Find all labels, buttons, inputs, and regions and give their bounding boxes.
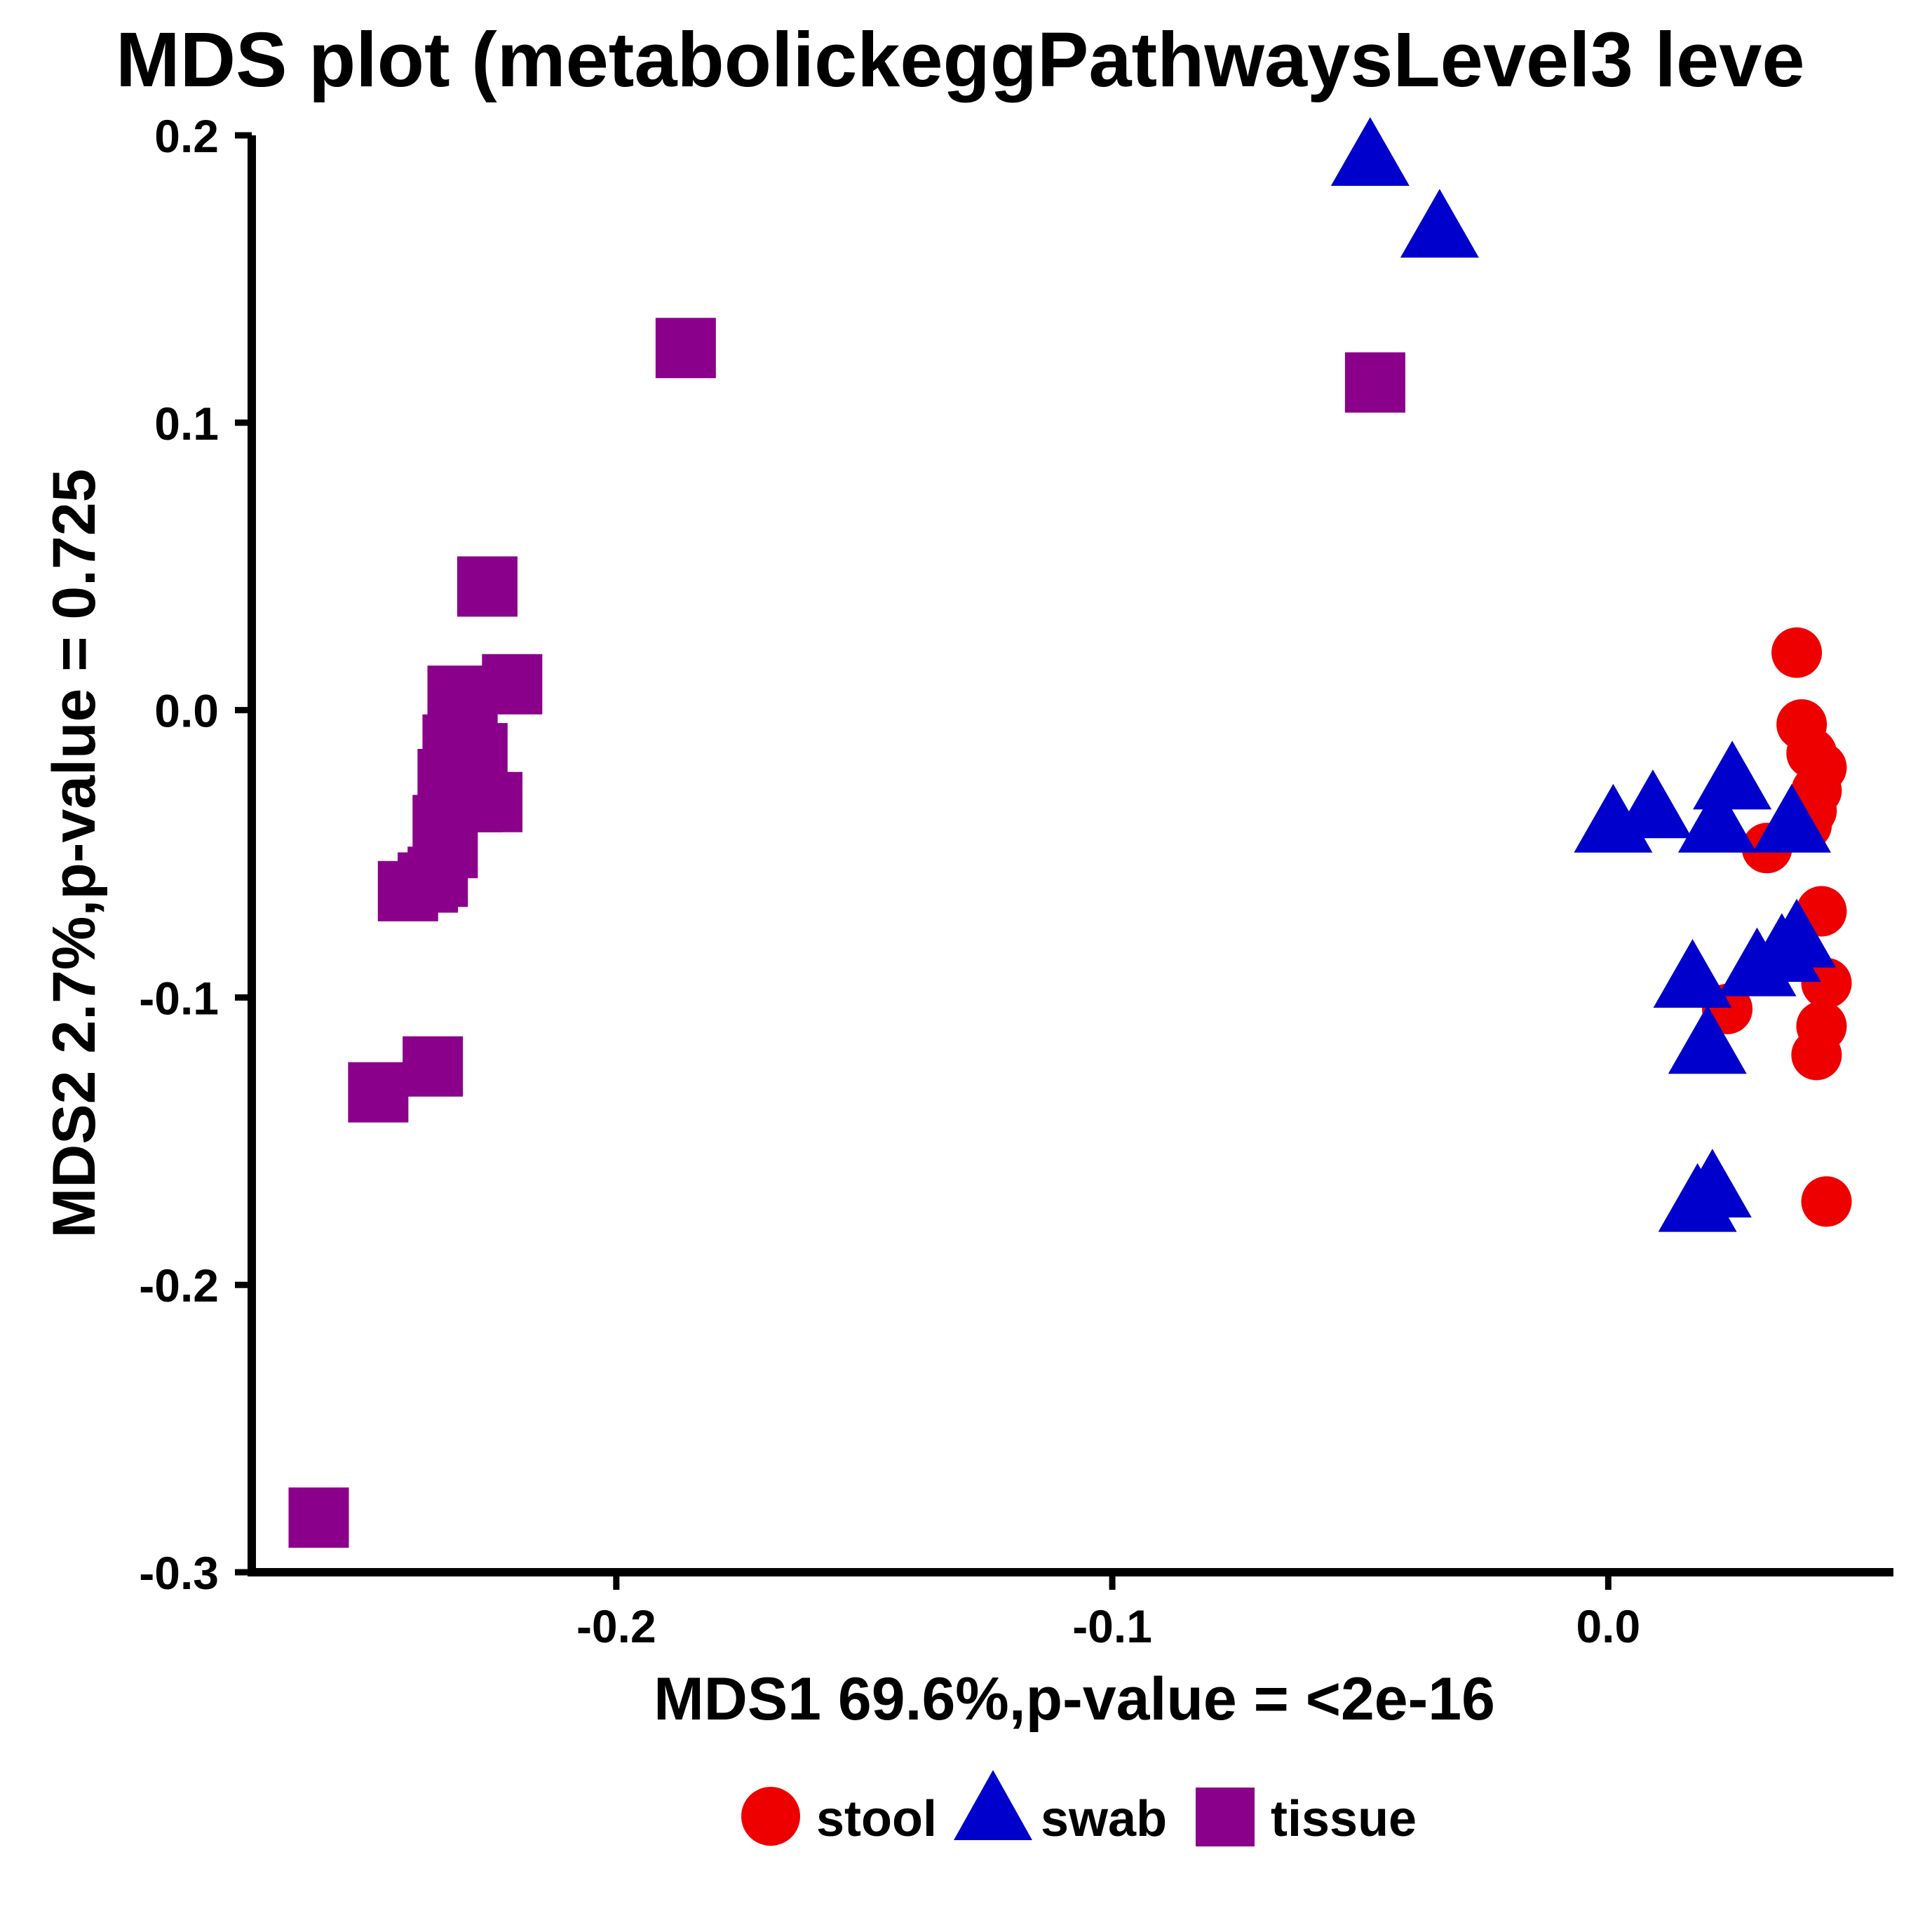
- point-stool: [1771, 627, 1823, 678]
- point-tissue: [457, 556, 518, 617]
- legend: stool swab tissue: [741, 1770, 1417, 1847]
- y-tick-label: -0.2: [139, 1259, 219, 1311]
- point-swab: [1613, 769, 1692, 839]
- legend-label-swab: swab: [1041, 1791, 1167, 1847]
- point-stool: [1801, 1176, 1852, 1227]
- y-tick-label: 0.2: [154, 110, 219, 162]
- point-stool: [1791, 1029, 1842, 1081]
- y-tick-label: 0.1: [154, 398, 219, 450]
- x-tick-label: 0.0: [1576, 1600, 1640, 1652]
- point-tissue: [348, 1062, 409, 1123]
- y-axis-ticks: -0.3 -0.2 -0.1 0.0 0.1 0.2: [139, 110, 252, 1599]
- point-swab: [1677, 783, 1757, 853]
- x-axis-title: MDS1 69.6%,p-value = <2e-16: [654, 1666, 1495, 1733]
- point-swab: [1330, 116, 1410, 186]
- point-tissue: [403, 1036, 464, 1097]
- point-swab: [1658, 1163, 1737, 1232]
- point-tissue: [288, 1487, 349, 1548]
- point-tissue: [1344, 352, 1405, 413]
- x-tick-label: -0.1: [1072, 1600, 1152, 1652]
- x-tick-label: -0.2: [576, 1600, 656, 1652]
- point-tissue: [398, 852, 459, 913]
- x-axis-ticks: -0.2 -0.1 0.0: [576, 1572, 1640, 1652]
- legend-key-stool: [741, 1787, 800, 1846]
- point-swab: [1653, 939, 1732, 1008]
- point-tissue: [655, 318, 716, 379]
- point-swab: [1757, 898, 1837, 968]
- y-tick-label: -0.3: [139, 1547, 219, 1599]
- y-axis-title: MDS2 2.7%,p-value = 0.725: [41, 468, 108, 1238]
- chart-title: MDS plot (metabolickeggPathwaysLevel3 le…: [116, 17, 1805, 103]
- point-swab: [1752, 783, 1832, 853]
- point-swab: [1693, 741, 1772, 810]
- y-tick-label: 0.0: [154, 685, 219, 737]
- y-tick-label: -0.1: [139, 972, 219, 1024]
- point-swab: [1668, 1005, 1747, 1074]
- legend-label-tissue: tissue: [1271, 1791, 1417, 1847]
- plot-area: [288, 116, 1852, 1548]
- legend-key-swab: [954, 1770, 1032, 1840]
- legend-key-tissue: [1196, 1788, 1255, 1846]
- point-swab: [1400, 189, 1479, 258]
- legend-label-stool: stool: [816, 1791, 937, 1847]
